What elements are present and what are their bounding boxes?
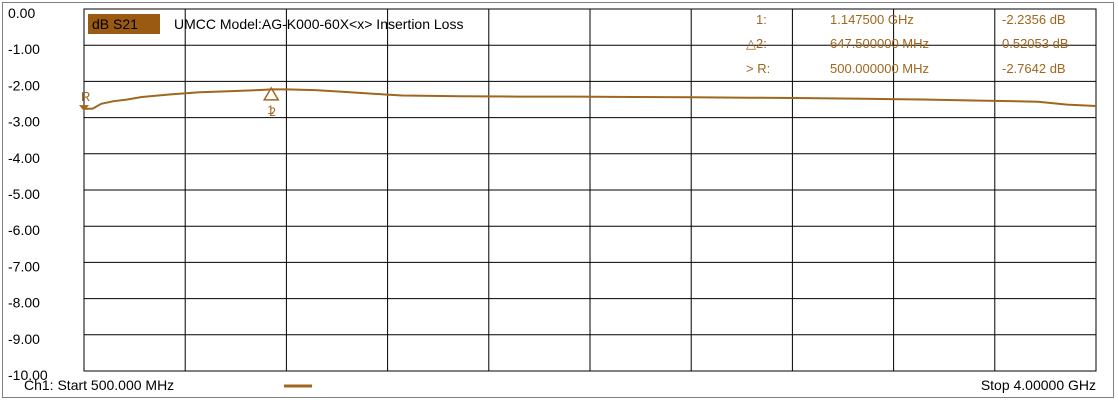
y-tick-label: 0.00 — [8, 5, 35, 21]
marker-2-value: 0.52053 dB — [1002, 36, 1069, 51]
y-tick-label: -7.00 — [8, 258, 40, 274]
y-tick-label: -3.00 — [8, 114, 40, 130]
marker-r-value: -2.7642 dB — [1002, 61, 1066, 76]
y-tick-label: -5.00 — [8, 186, 40, 202]
y-tick-label: -8.00 — [8, 295, 40, 311]
marker-2-freq: 647.500000 MHz — [830, 36, 929, 51]
marker-r-freq: 500.000000 MHz — [830, 61, 929, 76]
chart-frame — [2, 2, 1114, 398]
marker-1-freq: 1.147500 GHz — [830, 12, 914, 27]
y-tick-label: -10.00 — [8, 367, 48, 383]
y-tick-label: -4.00 — [8, 150, 40, 166]
trace-title: UMCC Model:AG-K000-60X<x> Insertion Loss — [174, 16, 463, 32]
marker-1-triangle — [262, 86, 280, 101]
trace-line — [83, 88, 1097, 110]
marker-r-flag: R — [81, 89, 90, 104]
parameter-badge[interactable]: dB S21 — [92, 16, 138, 32]
marker-1-label: 1: — [756, 12, 767, 27]
marker-readout-table: 1: 1.147500 GHz -2.2356 dB △2: 647.50000… — [746, 12, 1069, 76]
y-tick-label: -1.00 — [8, 41, 40, 57]
y-axis-ticks: 0.00 -1.00 -2.00 -3.00 -4.00 -5.00 -6.00 -7.00 -… — [8, 5, 48, 383]
trace-markers: R 12 — [79, 86, 280, 119]
start-frequency: Ch1: Start 500.000 MHz — [24, 377, 174, 393]
y-tick-label: -2.00 — [8, 77, 40, 93]
y-tick-label: -9.00 — [8, 331, 40, 347]
marker-1-number: 1 — [267, 103, 274, 117]
parameter-badge-bg — [88, 14, 160, 34]
y-tick-label: -6.00 — [8, 222, 40, 238]
marker-1-value: -2.2356 dB — [1002, 12, 1066, 27]
marker-2-label: △2: — [746, 36, 767, 51]
marker-r-label: > R: — [746, 61, 770, 76]
marker-2-number: 2 — [269, 105, 276, 119]
grid — [83, 8, 1097, 372]
marker-r-arrow — [79, 105, 89, 112]
stop-frequency: Stop 4.00000 GHz — [981, 377, 1096, 393]
